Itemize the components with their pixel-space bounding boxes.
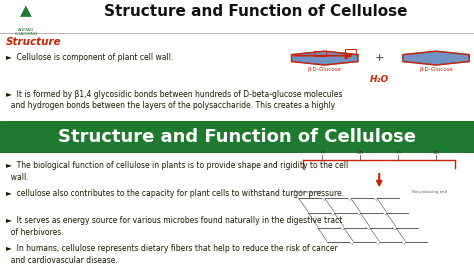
Text: Structure: Structure bbox=[6, 37, 61, 47]
Text: Reducing end: Reducing end bbox=[294, 189, 320, 194]
Text: ►  It serves as energy source for various microbes found naturally in the digest: ► It serves as energy source for various… bbox=[6, 216, 342, 237]
Text: ►  In humans, cellulose represents dietary fibers that help to reduce the risk o: ► In humans, cellulose represents dietar… bbox=[6, 244, 337, 265]
Text: AHMAD
COACHING: AHMAD COACHING bbox=[14, 28, 38, 36]
Text: H₂O: H₂O bbox=[370, 75, 389, 84]
Text: Structure and Function of Cellulose: Structure and Function of Cellulose bbox=[104, 4, 408, 19]
Text: ►  Cellulose is component of plant cell wall.: ► Cellulose is component of plant cell w… bbox=[6, 53, 173, 62]
Text: OH: OH bbox=[432, 150, 440, 155]
Text: ►  The biological function of cellulose in plants is to provide shape and rigidi: ► The biological function of cellulose i… bbox=[6, 161, 348, 182]
Text: Non-reducing end: Non-reducing end bbox=[412, 189, 447, 194]
Text: H: H bbox=[396, 150, 400, 155]
Text: ►  It is formed by β1,4 glycosidic bonds between hundreds of D-beta-glucose mole: ► It is formed by β1,4 glycosidic bonds … bbox=[6, 90, 342, 110]
Text: +: + bbox=[374, 53, 384, 63]
Bar bbox=[345, 49, 356, 54]
Text: H: H bbox=[320, 150, 324, 155]
Text: OH: OH bbox=[356, 150, 364, 155]
Polygon shape bbox=[292, 51, 358, 65]
Text: ▲: ▲ bbox=[20, 4, 32, 19]
Polygon shape bbox=[403, 51, 469, 65]
Text: ►  cellulose also contributes to the capacity for plant cells to withstand turgo: ► cellulose also contributes to the capa… bbox=[6, 189, 344, 198]
Text: Structure and Function of Cellulose: Structure and Function of Cellulose bbox=[58, 128, 416, 146]
Text: β-D-Glucose: β-D-Glucose bbox=[419, 67, 453, 72]
Text: β-D-Glucose: β-D-Glucose bbox=[308, 67, 342, 72]
Bar bbox=[314, 51, 326, 56]
